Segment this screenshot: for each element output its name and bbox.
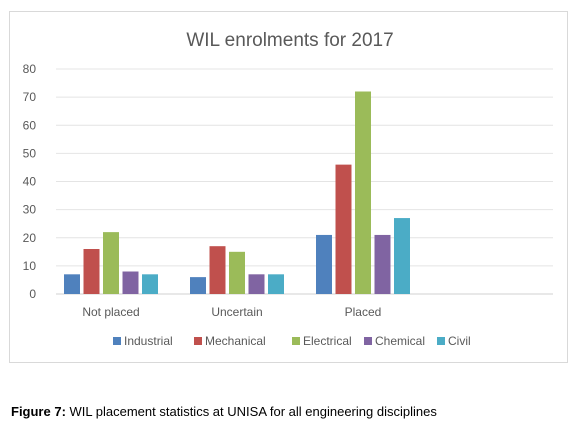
bar-chart: WIL enrolments for 2017 0 10 20 30 40 50 60 70 8… (23, 30, 553, 348)
y-tick-label: 50 (23, 146, 37, 160)
legend-label: Electrical (303, 334, 352, 348)
bar-electrical-not-placed (103, 232, 119, 294)
bar-industrial-uncertain (190, 277, 206, 294)
y-tick-label: 20 (23, 231, 37, 245)
y-tick-label: 10 (23, 259, 37, 273)
legend-label: Chemical (375, 334, 425, 348)
y-tick-label: 30 (23, 203, 37, 217)
bar-mechanical-placed (335, 164, 352, 294)
legend-item-civil: Civil (437, 334, 471, 348)
x-tick-label: Placed (345, 305, 382, 319)
y-tick-label: 70 (23, 90, 37, 104)
bar-industrial-not-placed (64, 274, 80, 294)
bars (64, 91, 410, 294)
y-tick-label: 60 (23, 118, 37, 132)
y-tick-label: 40 (23, 175, 37, 189)
y-tick-label: 80 (23, 62, 37, 76)
legend-swatch (292, 337, 300, 345)
legend-swatch (437, 337, 445, 345)
legend: Industrial Mechanical Electrical Chemical Ci… (113, 334, 471, 348)
bar-electrical-uncertain (229, 251, 245, 294)
bar-electrical-placed (355, 91, 371, 294)
bar-chemical-placed (374, 234, 391, 294)
legend-swatch (113, 337, 121, 345)
bar-mechanical-not-placed (83, 249, 100, 294)
x-tick-label: Uncertain (211, 305, 262, 319)
bar-chemical-uncertain (248, 274, 265, 294)
bar-civil-placed (394, 218, 410, 294)
chart-title: WIL enrolments for 2017 (186, 30, 393, 51)
y-axis-ticks: 0 10 20 30 40 50 60 70 80 (23, 62, 37, 301)
bar-mechanical-uncertain (209, 246, 226, 294)
legend-item-industrial: Industrial (113, 334, 173, 348)
legend-item-electrical: Electrical (292, 334, 352, 348)
bar-chemical-not-placed (122, 271, 139, 294)
legend-swatch (364, 337, 372, 345)
bar-civil-not-placed (142, 274, 158, 294)
figure-caption-label: Figure 7: (11, 404, 66, 419)
legend-label: Mechanical (205, 334, 266, 348)
gridlines (56, 68, 553, 295)
bar-industrial-placed (316, 234, 332, 294)
x-tick-label: Not placed (82, 305, 139, 319)
legend-swatch (194, 337, 202, 345)
figure-caption-text: WIL placement statistics at UNISA for al… (65, 404, 437, 419)
legend-label: Industrial (124, 334, 173, 348)
chart-frame: WIL enrolments for 2017 0 10 20 30 40 50 60 70 8… (9, 11, 568, 363)
legend-item-chemical: Chemical (364, 334, 425, 348)
legend-item-mechanical: Mechanical (194, 334, 266, 348)
bar-civil-uncertain (268, 274, 284, 294)
legend-label: Civil (448, 334, 471, 348)
figure-caption: Figure 7: WIL placement statistics at UN… (11, 404, 437, 419)
x-axis-ticks: Not placed Uncertain Placed (82, 305, 381, 319)
y-tick-label: 0 (29, 287, 36, 301)
